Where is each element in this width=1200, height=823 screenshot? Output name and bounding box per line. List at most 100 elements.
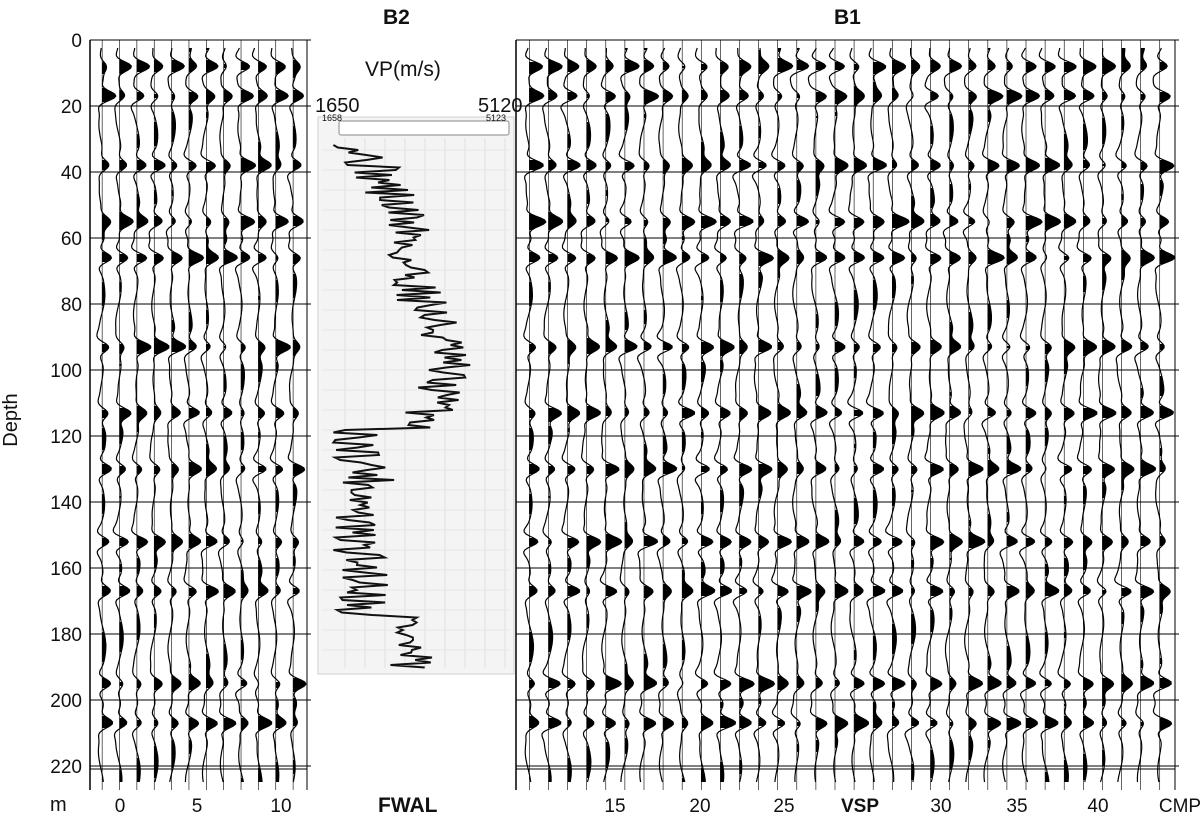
trace-fill [1140,48,1156,726]
trace-fill [1064,62,1076,782]
seismic-trace [96,47,117,783]
seismic-trace [828,47,849,783]
fwal-log-panel: 1658 5123 [317,113,515,675]
depth-tick-label: 180 [50,625,82,646]
depth-tick-label: 20 [61,97,82,118]
vp-log-curve [331,144,471,669]
seismic-trace [183,47,205,783]
right-bottom-tick: 30 [930,796,951,817]
seismic-trace [924,47,945,783]
seismic-trace [599,48,623,783]
seismic-trace [713,47,737,783]
seismic-trace [1076,47,1098,783]
seismic-trace [1134,47,1157,783]
left-bottom-tick: 5 [192,796,203,817]
right-bottom-tick: 35 [1006,796,1027,817]
seismic-trace [217,47,238,783]
seismic-trace [884,47,910,783]
seismic-trace [1152,47,1176,783]
trace-fill [796,48,812,752]
trace-fill [586,60,601,778]
trace-fill [529,62,546,728]
trace-fill [892,60,909,726]
vp-title: VP(m/s) [365,58,441,81]
seismic-trace [962,47,986,783]
seismic-trace [771,47,794,783]
trace-fill [949,60,963,770]
seismic-trace [1019,47,1043,783]
trace-fill [171,60,186,768]
log-scale-min: 1658 [322,113,342,123]
trace-fill [1026,62,1043,728]
seismic-trace [999,47,1023,783]
seismic-trace [541,47,564,782]
trace-fill [644,48,659,730]
depth-tick-label: 0 [71,31,82,52]
trace-fill [777,48,793,726]
seismic-trace [1038,47,1062,783]
seismic-trace [732,47,755,783]
left-bottom-tick: 0 [115,796,126,817]
trace-fill [815,62,829,752]
depth-tick-label: 100 [50,361,82,382]
trace-fill [154,60,169,778]
trace-fill [102,62,116,728]
seismic-trace [1096,48,1117,783]
trace-fill [835,62,848,748]
trace-fill [720,62,736,782]
seismic-trace [694,47,717,783]
vp-min-label: 1650 [315,95,360,117]
log-scale-bar [338,120,510,136]
trace-fill [119,60,134,782]
seismic-trace [580,48,602,783]
trace-fill [567,60,580,782]
seismic-trace [942,47,964,783]
seismic-trace [560,47,581,783]
seismic-trace [523,47,547,783]
seismic-trace [112,47,134,782]
seismic-trace [1057,47,1077,783]
seismic-trace [251,47,273,783]
depth-tick-label: 220 [50,757,82,778]
depth-axis-label: Depth [0,393,22,446]
seismic-trace [751,47,776,783]
trace-fill [605,60,622,768]
seismic-trace [286,47,307,783]
vsp-label: VSP [841,796,879,817]
right-bottom-tick: 15 [604,796,625,817]
seismic-trace [636,47,660,783]
depth-tick-label: 80 [61,295,82,316]
b2-header: B2 [383,6,410,29]
trace-fill [930,60,944,778]
depth-tick-label: 120 [50,427,82,448]
trace-fill [624,48,640,754]
trace-fill [987,48,1005,748]
seismic-trace [789,47,812,783]
trace-fill [223,48,238,730]
right-bottom-tick: 20 [689,796,710,817]
depth-tick-label: 60 [61,229,82,250]
seismic-trace [200,47,220,783]
depth-tick-label: 140 [50,493,82,514]
depth-unit-label: m [50,794,67,816]
depth-tick-label: 160 [50,559,82,580]
trace-fill [739,60,755,774]
depth-tick-label: 40 [61,163,82,184]
trace-fill [1159,48,1175,730]
left-wiggle-panel [89,39,311,790]
seismic-trace [234,47,257,783]
trace-fill [189,48,204,754]
seismic-trace [1114,47,1135,783]
left-bottom-tick: 10 [270,796,291,817]
trace-fill [968,60,985,760]
seismic-trace [904,48,925,783]
trace-fill [873,62,887,728]
seismic-trace [675,47,696,783]
depth-tick-label: 200 [50,691,82,712]
trace-fill [293,60,306,774]
right-bottom-tick: 25 [773,796,794,817]
right-bottom-tick: 40 [1087,796,1108,817]
log-scale-max: 5123 [486,113,506,123]
trace-fill [548,60,563,782]
